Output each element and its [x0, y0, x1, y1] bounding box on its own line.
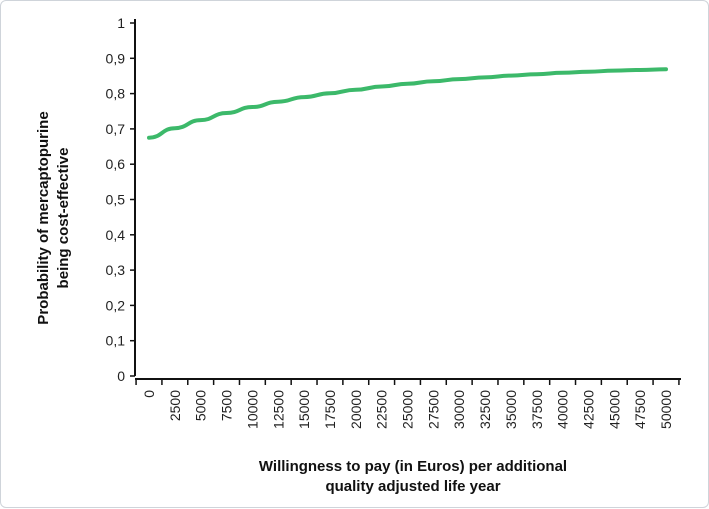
y-tick-label: 0,8	[106, 86, 126, 102]
y-tick-label: 1	[117, 15, 125, 31]
y-tick-label: 0	[117, 368, 125, 384]
x-tick-label: 32500	[477, 390, 493, 429]
x-tick-label: 20000	[348, 390, 364, 429]
y-axis: 0 0,1 0,2 0,3 0,4 0,5 0,6 0,7 0,8 0,9 1	[106, 15, 136, 384]
y-tick-label: 0,1	[106, 333, 126, 349]
x-tick-label: 7500	[219, 390, 235, 421]
x-tick-label: 50000	[658, 390, 674, 429]
y-tick-label: 0,9	[106, 50, 126, 66]
x-tick-label: 45000	[606, 390, 622, 429]
y-tick-label: 0,7	[106, 121, 126, 137]
y-axis-title-line-1: Probability of mercaptopurine	[35, 111, 52, 324]
x-tick-label: 42500	[580, 390, 596, 429]
x-tick-label: 22500	[374, 390, 390, 429]
x-axis: 0 2500 5000 7500 10000 12500 15000 17500 20000 22…	[135, 378, 681, 429]
x-tick-label: 2500	[167, 390, 183, 421]
axis-titles: Willingness to pay (in Euros) per additi…	[35, 111, 567, 495]
x-axis-title-line-1: Willingness to pay (in Euros) per additi…	[259, 458, 567, 475]
x-axis-title-line-2: quality adjusted life year	[325, 478, 500, 495]
y-axis-title-line-2: being cost-effective	[55, 148, 72, 289]
x-tick-label: 17500	[322, 390, 338, 429]
y-tick-label: 0,2	[106, 297, 126, 313]
x-tick-label: 47500	[632, 390, 648, 429]
x-tick-label: 5000	[193, 390, 209, 421]
x-tick-label: 25000	[400, 390, 416, 429]
x-tick-label: 15000	[296, 390, 312, 429]
y-tick-label: 0,4	[106, 227, 126, 243]
x-tick-label: 12500	[270, 390, 286, 429]
x-tick-label: 40000	[555, 390, 571, 429]
x-tick-label: 0	[141, 390, 157, 398]
y-tick-label: 0,5	[106, 192, 126, 208]
series-line	[147, 67, 668, 140]
x-tick-label: 27500	[425, 390, 441, 429]
x-tick-label: 10000	[244, 390, 260, 429]
y-tick-label: 0,6	[106, 156, 126, 172]
x-tick-label: 37500	[529, 390, 545, 429]
y-tick-label: 0,3	[106, 262, 126, 278]
plot-area	[147, 67, 668, 140]
x-tick-label: 30000	[451, 390, 467, 429]
x-tick-label: 35000	[503, 390, 519, 429]
